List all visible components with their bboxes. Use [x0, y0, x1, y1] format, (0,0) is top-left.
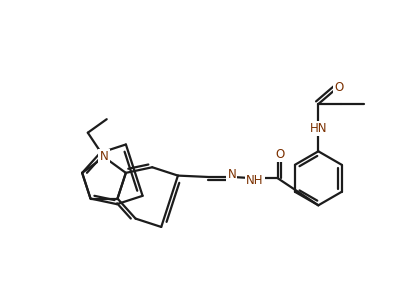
Text: NH: NH — [246, 174, 263, 187]
Text: HN: HN — [310, 122, 327, 135]
Text: O: O — [275, 148, 284, 160]
Text: N: N — [99, 150, 108, 164]
Text: N: N — [227, 168, 236, 182]
Text: O: O — [334, 81, 344, 94]
Text: N: N — [99, 150, 108, 164]
